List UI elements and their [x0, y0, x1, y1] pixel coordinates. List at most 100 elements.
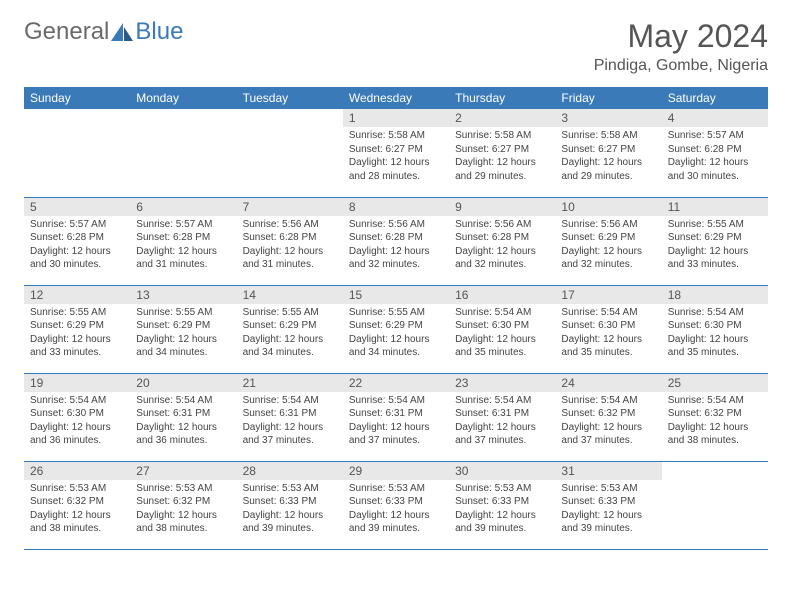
day-cell: 14Sunrise: 5:55 AMSunset: 6:29 PMDayligh… [237, 285, 343, 373]
day-number: 30 [449, 462, 555, 480]
day-body: Sunrise: 5:54 AMSunset: 6:30 PMDaylight:… [662, 304, 768, 364]
day-header: Wednesday [343, 87, 449, 109]
day-number: 29 [343, 462, 449, 480]
day-cell: 12Sunrise: 5:55 AMSunset: 6:29 PMDayligh… [24, 285, 130, 373]
logo-text-general: General [24, 18, 109, 46]
day-header: Thursday [449, 87, 555, 109]
day-number: 8 [343, 198, 449, 216]
day-cell: 13Sunrise: 5:55 AMSunset: 6:29 PMDayligh… [130, 285, 236, 373]
day-body: Sunrise: 5:58 AMSunset: 6:27 PMDaylight:… [343, 127, 449, 187]
calendar-table: SundayMondayTuesdayWednesdayThursdayFrid… [24, 87, 768, 550]
week-row: 5Sunrise: 5:57 AMSunset: 6:28 PMDaylight… [24, 197, 768, 285]
logo: General Blue [24, 18, 183, 46]
title-block: May 2024 Pindiga, Gombe, Nigeria [594, 18, 768, 75]
day-body: Sunrise: 5:56 AMSunset: 6:29 PMDaylight:… [555, 216, 661, 276]
day-number: 18 [662, 286, 768, 304]
day-cell: 11Sunrise: 5:55 AMSunset: 6:29 PMDayligh… [662, 197, 768, 285]
day-body: Sunrise: 5:54 AMSunset: 6:30 PMDaylight:… [449, 304, 555, 364]
day-cell: 31Sunrise: 5:53 AMSunset: 6:33 PMDayligh… [555, 461, 661, 549]
day-number: 12 [24, 286, 130, 304]
week-row: 1Sunrise: 5:58 AMSunset: 6:27 PMDaylight… [24, 109, 768, 197]
day-cell: 8Sunrise: 5:56 AMSunset: 6:28 PMDaylight… [343, 197, 449, 285]
day-number: 5 [24, 198, 130, 216]
day-body: Sunrise: 5:54 AMSunset: 6:30 PMDaylight:… [555, 304, 661, 364]
day-body: Sunrise: 5:57 AMSunset: 6:28 PMDaylight:… [24, 216, 130, 276]
day-body: Sunrise: 5:53 AMSunset: 6:33 PMDaylight:… [343, 480, 449, 540]
day-cell: 5Sunrise: 5:57 AMSunset: 6:28 PMDaylight… [24, 197, 130, 285]
month-title: May 2024 [594, 18, 768, 55]
day-body: Sunrise: 5:55 AMSunset: 6:29 PMDaylight:… [237, 304, 343, 364]
day-body: Sunrise: 5:54 AMSunset: 6:32 PMDaylight:… [555, 392, 661, 452]
day-number: 11 [662, 198, 768, 216]
day-body: Sunrise: 5:53 AMSunset: 6:32 PMDaylight:… [24, 480, 130, 540]
day-cell: 22Sunrise: 5:54 AMSunset: 6:31 PMDayligh… [343, 373, 449, 461]
day-number: 27 [130, 462, 236, 480]
day-number: 20 [130, 374, 236, 392]
day-cell: 15Sunrise: 5:55 AMSunset: 6:29 PMDayligh… [343, 285, 449, 373]
day-cell: 19Sunrise: 5:54 AMSunset: 6:30 PMDayligh… [24, 373, 130, 461]
day-number: 24 [555, 374, 661, 392]
day-number: 7 [237, 198, 343, 216]
day-number: 14 [237, 286, 343, 304]
day-header: Tuesday [237, 87, 343, 109]
day-body: Sunrise: 5:54 AMSunset: 6:31 PMDaylight:… [130, 392, 236, 452]
day-header: Saturday [662, 87, 768, 109]
day-cell [662, 461, 768, 549]
day-body: Sunrise: 5:57 AMSunset: 6:28 PMDaylight:… [662, 127, 768, 187]
week-row: 12Sunrise: 5:55 AMSunset: 6:29 PMDayligh… [24, 285, 768, 373]
calendar-body: 1Sunrise: 5:58 AMSunset: 6:27 PMDaylight… [24, 109, 768, 549]
day-cell: 27Sunrise: 5:53 AMSunset: 6:32 PMDayligh… [130, 461, 236, 549]
day-cell: 3Sunrise: 5:58 AMSunset: 6:27 PMDaylight… [555, 109, 661, 197]
day-body: Sunrise: 5:55 AMSunset: 6:29 PMDaylight:… [24, 304, 130, 364]
day-number: 17 [555, 286, 661, 304]
day-number: 3 [555, 109, 661, 127]
day-number: 25 [662, 374, 768, 392]
day-number: 19 [24, 374, 130, 392]
day-cell: 4Sunrise: 5:57 AMSunset: 6:28 PMDaylight… [662, 109, 768, 197]
day-body: Sunrise: 5:55 AMSunset: 6:29 PMDaylight:… [662, 216, 768, 276]
logo-text-blue: Blue [135, 18, 183, 46]
day-number: 28 [237, 462, 343, 480]
day-number: 22 [343, 374, 449, 392]
day-cell: 28Sunrise: 5:53 AMSunset: 6:33 PMDayligh… [237, 461, 343, 549]
day-body: Sunrise: 5:58 AMSunset: 6:27 PMDaylight:… [555, 127, 661, 187]
day-body: Sunrise: 5:55 AMSunset: 6:29 PMDaylight:… [343, 304, 449, 364]
day-number: 31 [555, 462, 661, 480]
day-cell: 18Sunrise: 5:54 AMSunset: 6:30 PMDayligh… [662, 285, 768, 373]
day-number: 26 [24, 462, 130, 480]
day-body: Sunrise: 5:53 AMSunset: 6:33 PMDaylight:… [449, 480, 555, 540]
day-body: Sunrise: 5:57 AMSunset: 6:28 PMDaylight:… [130, 216, 236, 276]
day-header: Friday [555, 87, 661, 109]
location-text: Pindiga, Gombe, Nigeria [594, 57, 768, 75]
day-body: Sunrise: 5:54 AMSunset: 6:30 PMDaylight:… [24, 392, 130, 452]
day-cell: 30Sunrise: 5:53 AMSunset: 6:33 PMDayligh… [449, 461, 555, 549]
day-number: 9 [449, 198, 555, 216]
day-cell: 1Sunrise: 5:58 AMSunset: 6:27 PMDaylight… [343, 109, 449, 197]
day-cell: 21Sunrise: 5:54 AMSunset: 6:31 PMDayligh… [237, 373, 343, 461]
day-cell: 24Sunrise: 5:54 AMSunset: 6:32 PMDayligh… [555, 373, 661, 461]
day-header: Sunday [24, 87, 130, 109]
day-cell: 2Sunrise: 5:58 AMSunset: 6:27 PMDaylight… [449, 109, 555, 197]
day-cell: 29Sunrise: 5:53 AMSunset: 6:33 PMDayligh… [343, 461, 449, 549]
header: General Blue May 2024 Pindiga, Gombe, Ni… [24, 18, 768, 75]
day-body: Sunrise: 5:53 AMSunset: 6:33 PMDaylight:… [237, 480, 343, 540]
day-number: 4 [662, 109, 768, 127]
day-number: 1 [343, 109, 449, 127]
day-number: 10 [555, 198, 661, 216]
day-cell: 6Sunrise: 5:57 AMSunset: 6:28 PMDaylight… [130, 197, 236, 285]
day-cell: 10Sunrise: 5:56 AMSunset: 6:29 PMDayligh… [555, 197, 661, 285]
day-body: Sunrise: 5:56 AMSunset: 6:28 PMDaylight:… [343, 216, 449, 276]
day-body: Sunrise: 5:58 AMSunset: 6:27 PMDaylight:… [449, 127, 555, 187]
sail-icon [111, 23, 133, 41]
day-number: 13 [130, 286, 236, 304]
day-cell: 17Sunrise: 5:54 AMSunset: 6:30 PMDayligh… [555, 285, 661, 373]
day-cell: 25Sunrise: 5:54 AMSunset: 6:32 PMDayligh… [662, 373, 768, 461]
day-number: 23 [449, 374, 555, 392]
week-row: 26Sunrise: 5:53 AMSunset: 6:32 PMDayligh… [24, 461, 768, 549]
day-number: 16 [449, 286, 555, 304]
day-body: Sunrise: 5:56 AMSunset: 6:28 PMDaylight:… [449, 216, 555, 276]
day-cell: 7Sunrise: 5:56 AMSunset: 6:28 PMDaylight… [237, 197, 343, 285]
day-cell: 9Sunrise: 5:56 AMSunset: 6:28 PMDaylight… [449, 197, 555, 285]
day-number: 15 [343, 286, 449, 304]
day-cell: 23Sunrise: 5:54 AMSunset: 6:31 PMDayligh… [449, 373, 555, 461]
